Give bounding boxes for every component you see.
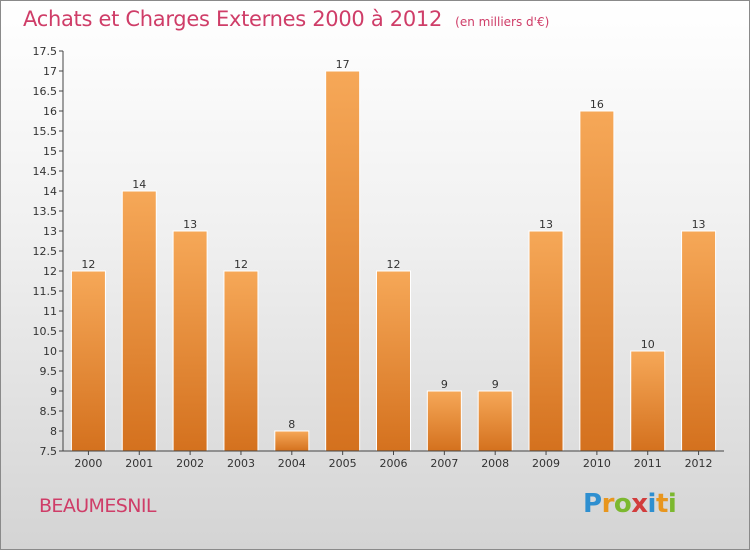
bar-2006 (376, 270, 411, 452)
y-tick-label: 14.5 (33, 165, 58, 178)
x-tick-label: 2005 (329, 457, 357, 470)
logo-letter: i (647, 489, 657, 519)
x-tick-label: 2003 (227, 457, 255, 470)
bar-value-label: 16 (590, 98, 604, 111)
y-tick-label: 12.5 (33, 245, 58, 258)
y-tick-label: 8 (50, 425, 57, 438)
chart-unit: (en milliers d'€) (455, 15, 550, 29)
bar-value-label: 10 (641, 338, 655, 351)
y-tick-label: 8.5 (40, 405, 58, 418)
commune-name: BEAUMESNIL (39, 495, 156, 517)
proxiti-logo: Proxiti (583, 489, 677, 519)
bar-value-label: 12 (81, 258, 95, 271)
x-tick-label: 2006 (380, 457, 408, 470)
bar-value-label: 8 (288, 418, 295, 431)
logo-letter: t (655, 489, 668, 519)
chart-title: Achats et Charges Externes 2000 à 2012 (… (23, 7, 549, 31)
bar-2012 (681, 230, 717, 452)
bar-2002 (172, 230, 208, 452)
logo-letter: r (601, 489, 615, 519)
y-tick-label: 14 (43, 185, 57, 198)
y-tick-label: 15 (43, 145, 57, 158)
x-tick-label: 2007 (430, 457, 458, 470)
bar-value-label: 14 (132, 178, 146, 191)
y-tick-label: 13 (43, 225, 57, 238)
y-tick-label: 9.5 (40, 365, 58, 378)
bar-value-label: 13 (539, 218, 553, 231)
logo-letter: P (583, 489, 602, 519)
bar-value-label: 13 (692, 218, 706, 231)
x-tick-label: 2000 (74, 457, 102, 470)
y-tick-label: 16 (43, 105, 57, 118)
bar-2004 (274, 430, 310, 452)
x-tick-label: 2011 (634, 457, 662, 470)
y-tick-label: 13.5 (33, 205, 58, 218)
x-tick-label: 2004 (278, 457, 306, 470)
bar-2001 (121, 190, 157, 452)
bar-value-label: 17 (336, 58, 350, 71)
bar-value-label: 12 (387, 258, 401, 271)
y-tick-label: 17 (43, 65, 57, 78)
bar-value-label: 12 (234, 258, 248, 271)
y-tick-label: 15.5 (33, 125, 58, 138)
bar-2005 (325, 70, 361, 452)
bar-value-label: 13 (183, 218, 197, 231)
bar-2011 (630, 350, 666, 452)
logo-letter: x (631, 489, 648, 519)
x-tick-label: 2010 (583, 457, 611, 470)
y-tick-label: 17.5 (33, 45, 58, 58)
logo-letter: i (667, 489, 677, 519)
y-tick-label: 10 (43, 345, 57, 358)
bar-2008 (477, 390, 513, 452)
bar-value-label: 9 (441, 378, 448, 391)
bar-value-label: 9 (492, 378, 499, 391)
bar-2007 (426, 390, 462, 452)
y-tick-label: 7.5 (40, 445, 58, 458)
x-tick-label: 2001 (125, 457, 153, 470)
y-tick-label: 16.5 (33, 85, 58, 98)
x-tick-label: 2002 (176, 457, 204, 470)
chart-title-text: Achats et Charges Externes 2000 à 2012 (23, 7, 443, 31)
bar-2000 (70, 270, 106, 452)
y-tick-label: 11 (43, 305, 57, 318)
logo-letter: o (613, 489, 632, 519)
bar-2010 (579, 110, 615, 452)
y-tick-label: 12 (43, 265, 57, 278)
y-tick-label: 11.5 (33, 285, 58, 298)
x-tick-label: 2008 (481, 457, 509, 470)
bar-2009 (528, 230, 564, 452)
bar-2003 (223, 270, 259, 452)
y-tick-label: 9 (50, 385, 57, 398)
y-tick-label: 10.5 (33, 325, 58, 338)
x-tick-label: 2009 (532, 457, 560, 470)
x-tick-label: 2012 (685, 457, 713, 470)
